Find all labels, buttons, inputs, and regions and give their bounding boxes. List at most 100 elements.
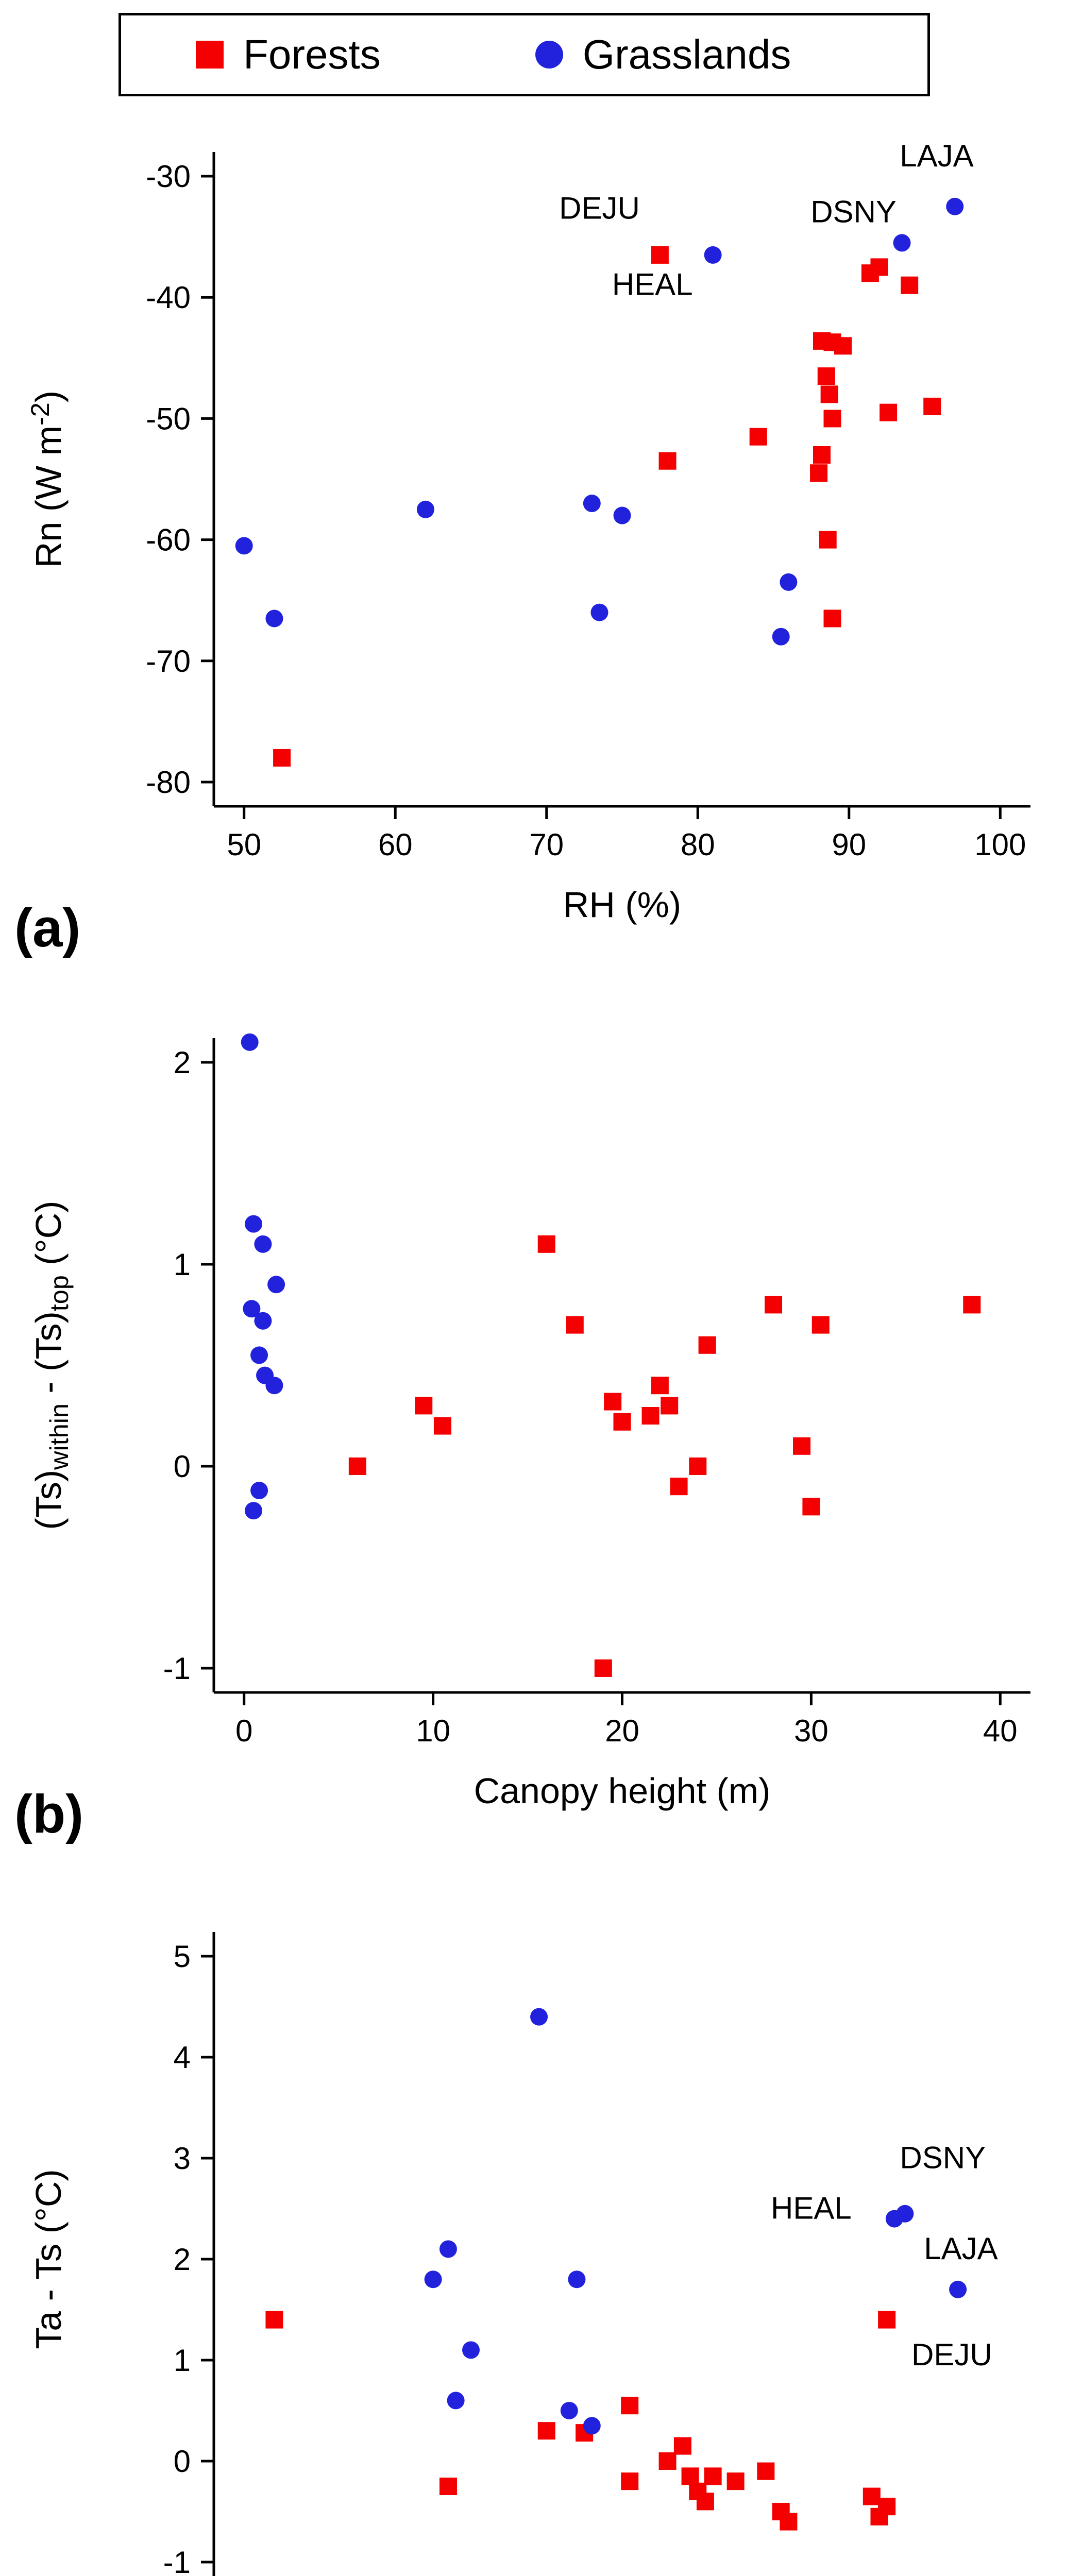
data-point-forests bbox=[901, 276, 919, 294]
data-point-forests bbox=[439, 2477, 457, 2495]
data-point-forests bbox=[963, 1296, 981, 1314]
data-point-grasslands bbox=[439, 2240, 457, 2258]
y-tick-label: -70 bbox=[146, 644, 191, 679]
data-point-forests bbox=[661, 1397, 679, 1415]
data-point-grasslands bbox=[267, 1276, 285, 1294]
y-axis-label: (Ts)within - (Ts)top (°C) bbox=[28, 1201, 74, 1530]
data-point-forests bbox=[819, 531, 837, 549]
y-tick-label: 4 bbox=[174, 2040, 191, 2075]
data-point-forests bbox=[265, 2311, 283, 2329]
data-point-grasslands bbox=[250, 1346, 268, 1364]
data-point-forests bbox=[870, 258, 888, 276]
x-tick-label: 50 bbox=[227, 827, 261, 862]
x-axis-label: Canopy height (m) bbox=[474, 1771, 771, 1811]
grassland-circle-icon bbox=[535, 41, 563, 69]
y-tick-label: 2 bbox=[174, 1045, 191, 1080]
data-point-forests bbox=[273, 749, 291, 767]
y-tick-label: -80 bbox=[146, 765, 191, 800]
data-point-forests bbox=[621, 2472, 639, 2490]
x-tick-label: 20 bbox=[605, 1714, 639, 1748]
y-tick-label: -50 bbox=[146, 401, 191, 436]
data-point-grasslands bbox=[254, 1312, 272, 1330]
data-point-forests bbox=[415, 1397, 433, 1415]
x-tick-label: 100 bbox=[974, 827, 1026, 862]
data-point-forests bbox=[823, 410, 841, 428]
data-point-grasslands bbox=[235, 537, 253, 555]
panel-b-chart: 0 10 20 30 40 -1 0 1 2 Canopy height (m) (Ts)withi… bbox=[14, 1033, 1030, 1844]
x-tick-label: 30 bbox=[794, 1714, 829, 1748]
panel-c-chart: -80-70-60-50-40-30-1012345Rn (W m-2)Ta -… bbox=[28, 1932, 998, 2576]
data-point-forests bbox=[817, 367, 835, 385]
data-point-forests bbox=[696, 2493, 714, 2511]
data-point-forests bbox=[698, 1336, 716, 1354]
data-point-grasslands bbox=[265, 1377, 283, 1395]
y-tick-label: -40 bbox=[146, 280, 191, 315]
y-tick-label: -60 bbox=[146, 523, 191, 557]
data-point-forests bbox=[757, 2462, 775, 2480]
forest-square-icon bbox=[196, 41, 224, 69]
data-point-forests bbox=[537, 2422, 555, 2440]
data-point-forests bbox=[878, 2498, 896, 2516]
x-tick-label: 10 bbox=[416, 1714, 450, 1748]
panel-tag: (a) bbox=[14, 898, 80, 958]
data-point-forests bbox=[689, 1457, 707, 1475]
data-point-grasslands bbox=[241, 1033, 259, 1051]
data-point-forests bbox=[670, 1478, 688, 1496]
x-tick-label: 90 bbox=[832, 827, 866, 862]
data-point-forests bbox=[834, 337, 852, 355]
data-point-grasslands bbox=[772, 628, 790, 646]
annotation-laja: LAJA bbox=[900, 139, 973, 173]
data-point-grasslands bbox=[424, 2270, 442, 2289]
data-point-forests bbox=[681, 2467, 699, 2485]
data-point-forests bbox=[780, 2513, 798, 2531]
x-tick-label: 80 bbox=[681, 827, 715, 862]
data-point-forests bbox=[726, 2472, 745, 2490]
data-point-forests bbox=[823, 609, 841, 628]
data-point-forests bbox=[812, 1316, 830, 1334]
x-tick-label: 60 bbox=[378, 827, 413, 862]
data-point-forests bbox=[613, 1413, 631, 1431]
data-point-forests bbox=[348, 1457, 366, 1475]
data-point-grasslands bbox=[704, 246, 722, 264]
data-point-grasslands bbox=[896, 2205, 914, 2223]
data-point-grasslands bbox=[583, 495, 601, 513]
y-tick-label: 5 bbox=[174, 1939, 191, 1974]
legend-item-forests: Forests bbox=[196, 34, 381, 75]
data-point-forests bbox=[604, 1393, 622, 1411]
data-point-grasslands bbox=[254, 1235, 272, 1253]
data-point-forests bbox=[658, 452, 677, 470]
x-tick-label: 0 bbox=[235, 1714, 252, 1748]
data-point-grasslands bbox=[265, 609, 283, 628]
x-tick-label: 70 bbox=[529, 827, 564, 862]
data-point-forests bbox=[673, 2437, 691, 2455]
data-point-forests bbox=[704, 2467, 722, 2485]
data-point-forests bbox=[923, 397, 941, 415]
data-point-forests bbox=[651, 246, 669, 264]
data-point-forests bbox=[537, 1235, 555, 1253]
data-point-grasslands bbox=[447, 2392, 465, 2410]
data-point-grasslands bbox=[560, 2401, 578, 2419]
data-point-grasslands bbox=[780, 573, 798, 591]
data-point-forests bbox=[641, 1406, 660, 1425]
data-point-forests bbox=[820, 385, 838, 403]
legend-label-grasslands: Grasslands bbox=[582, 31, 791, 77]
data-point-forests bbox=[658, 2452, 677, 2470]
data-point-grasslands bbox=[946, 197, 964, 215]
y-tick-label: 1 bbox=[174, 2343, 191, 2378]
legend: Forests Grasslands bbox=[119, 13, 930, 96]
y-tick-label: 0 bbox=[174, 1449, 191, 1484]
y-tick-label: 3 bbox=[174, 2141, 191, 2176]
data-point-forests bbox=[863, 2487, 881, 2505]
data-point-forests bbox=[433, 1417, 451, 1435]
panel-tag: (b) bbox=[14, 1784, 83, 1844]
data-point-grasslands bbox=[893, 234, 911, 252]
annotation-dsny: DSNY bbox=[810, 194, 897, 229]
y-tick-label: -1 bbox=[163, 2545, 191, 2576]
data-point-grasslands bbox=[613, 506, 631, 524]
data-point-forests bbox=[793, 1437, 811, 1455]
data-point-forests bbox=[765, 1296, 783, 1314]
data-point-forests bbox=[566, 1316, 584, 1334]
annotation-laja: LAJA bbox=[924, 2231, 998, 2266]
annotation-heal: HEAL bbox=[771, 2191, 852, 2226]
x-axis-label: RH (%) bbox=[563, 885, 681, 925]
